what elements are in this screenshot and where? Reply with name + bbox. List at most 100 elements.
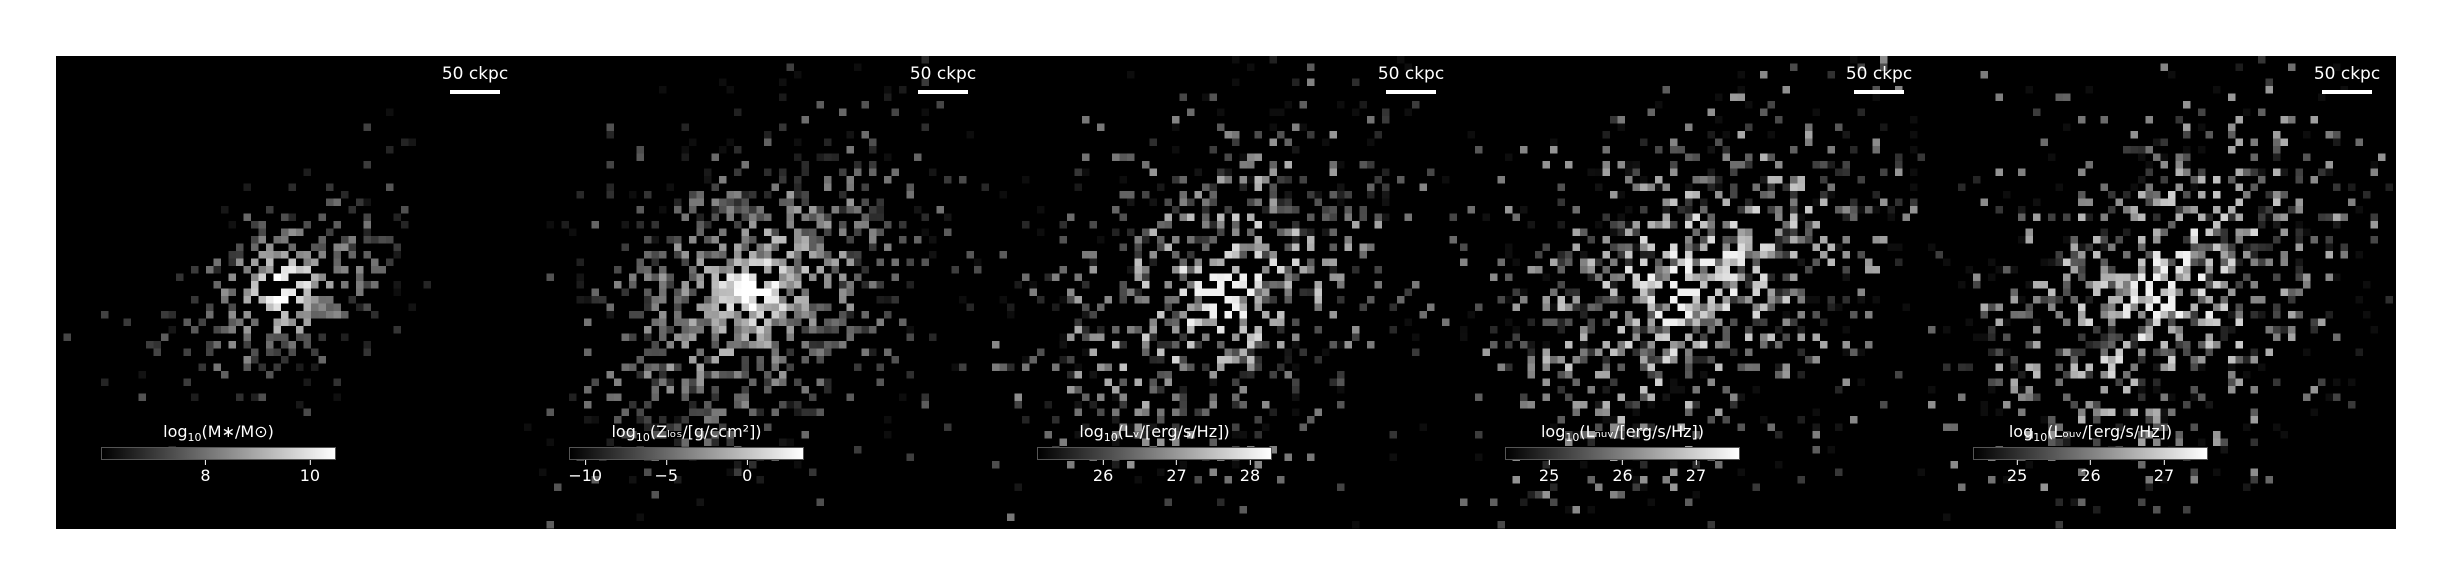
- pixel: [1074, 363, 1082, 371]
- pixel: [303, 303, 311, 311]
- pixel: [779, 401, 787, 409]
- pixel: [734, 273, 742, 281]
- pixel: [371, 311, 379, 319]
- pixel: [2138, 311, 2146, 319]
- pixel: [1775, 431, 1783, 439]
- pixel: [2250, 416, 2258, 424]
- pixel: [2100, 281, 2108, 289]
- pixel: [2123, 288, 2131, 296]
- pixel: [749, 296, 757, 304]
- pixel: [1037, 348, 1045, 356]
- pixel: [1782, 333, 1790, 341]
- pixel: [2033, 281, 2041, 289]
- pixel: [1655, 311, 1663, 319]
- pixel: [333, 393, 341, 401]
- pixel: [659, 416, 667, 424]
- pixel: [741, 288, 749, 296]
- pixel: [1344, 236, 1352, 244]
- pixel: [1382, 183, 1390, 191]
- pixel: [1014, 401, 1022, 409]
- pixel: [1142, 333, 1150, 341]
- pixel: [816, 266, 824, 274]
- pixel: [1224, 356, 1232, 364]
- pixel: [644, 401, 652, 409]
- pixel: [1029, 281, 1037, 289]
- pixel: [1685, 221, 1693, 229]
- pixel: [854, 221, 862, 229]
- pixel: [101, 378, 109, 386]
- pixel: [719, 198, 727, 206]
- pixel: [2063, 431, 2071, 439]
- pixel: [1232, 333, 1240, 341]
- pixel: [1254, 296, 1262, 304]
- pixel: [1715, 408, 1723, 416]
- pixel: [1685, 333, 1693, 341]
- pixel: [281, 288, 289, 296]
- pixel: [1232, 303, 1240, 311]
- pixel: [1067, 461, 1075, 469]
- pixel: [2070, 266, 2078, 274]
- pixel: [801, 408, 809, 416]
- pixel: [1580, 341, 1588, 349]
- pixel: [846, 198, 854, 206]
- pixel: [794, 378, 802, 386]
- pixel: [2055, 183, 2063, 191]
- pixel: [869, 348, 877, 356]
- pixel: [704, 431, 712, 439]
- pixel: [1467, 131, 1475, 139]
- pixel: [1239, 273, 1247, 281]
- pixel: [1490, 341, 1498, 349]
- pixel: [2198, 123, 2206, 131]
- pixel: [1707, 273, 1715, 281]
- pixel: [1692, 326, 1700, 334]
- pixel: [1209, 378, 1217, 386]
- pixel: [1872, 266, 1880, 274]
- pixel: [1647, 401, 1655, 409]
- pixel: [2325, 393, 2333, 401]
- pixel: [1112, 461, 1120, 469]
- pixel: [198, 363, 206, 371]
- pixel: [651, 363, 659, 371]
- pixel: [719, 281, 727, 289]
- pixel: [1632, 476, 1640, 484]
- pixel: [1209, 93, 1217, 101]
- pixel: [303, 266, 311, 274]
- pixel: [1074, 318, 1082, 326]
- pixel: [1164, 378, 1172, 386]
- pixel: [809, 251, 817, 259]
- pixel: [2355, 296, 2363, 304]
- pixel: [1037, 296, 1045, 304]
- pixel: [1640, 356, 1648, 364]
- colorbar-ticks: 25 26 27: [1505, 460, 1740, 485]
- pixel: [2085, 296, 2093, 304]
- pixel: [2325, 213, 2333, 221]
- pixel: [801, 431, 809, 439]
- pixel: [2145, 251, 2153, 259]
- pixel: [704, 401, 712, 409]
- pixel: [1149, 386, 1157, 394]
- pixel: [2078, 318, 2086, 326]
- pixel: [1134, 326, 1142, 334]
- pixel: [2048, 213, 2056, 221]
- pixel: [2228, 266, 2236, 274]
- pixel: [1397, 176, 1405, 184]
- pixel: [734, 243, 742, 251]
- pixel: [1790, 213, 1798, 221]
- pixel: [741, 341, 749, 349]
- pixel: [1134, 266, 1142, 274]
- pixel: [363, 236, 371, 244]
- pixel: [681, 341, 689, 349]
- pixel: [966, 303, 974, 311]
- pixel: [1610, 423, 1618, 431]
- pixel: [1602, 251, 1610, 259]
- pixel: [1557, 266, 1565, 274]
- pixel: [2063, 281, 2071, 289]
- pixel: [1044, 401, 1052, 409]
- pixel: [2175, 168, 2183, 176]
- pixel: [764, 318, 772, 326]
- pixel: [1775, 116, 1783, 124]
- pixel: [273, 296, 281, 304]
- pixel: [2213, 228, 2221, 236]
- pixel: [2190, 288, 2198, 296]
- pixel: [2228, 176, 2236, 184]
